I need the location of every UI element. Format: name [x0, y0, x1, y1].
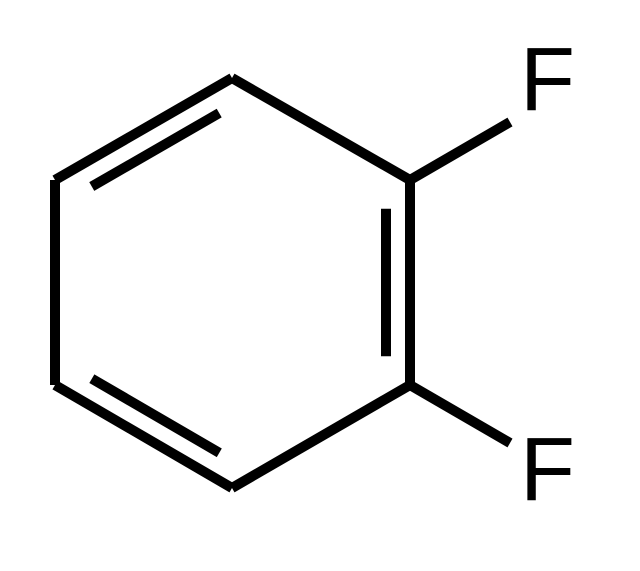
substituent-bond	[410, 122, 510, 180]
atom-label-fluorine: F	[520, 420, 575, 520]
atom-label-fluorine: F	[520, 30, 575, 130]
molecule-diagram: FF	[0, 0, 640, 571]
substituent-bond	[410, 385, 510, 443]
bond	[55, 78, 232, 180]
bond	[232, 78, 410, 180]
bond	[232, 385, 410, 488]
bond	[55, 385, 232, 488]
